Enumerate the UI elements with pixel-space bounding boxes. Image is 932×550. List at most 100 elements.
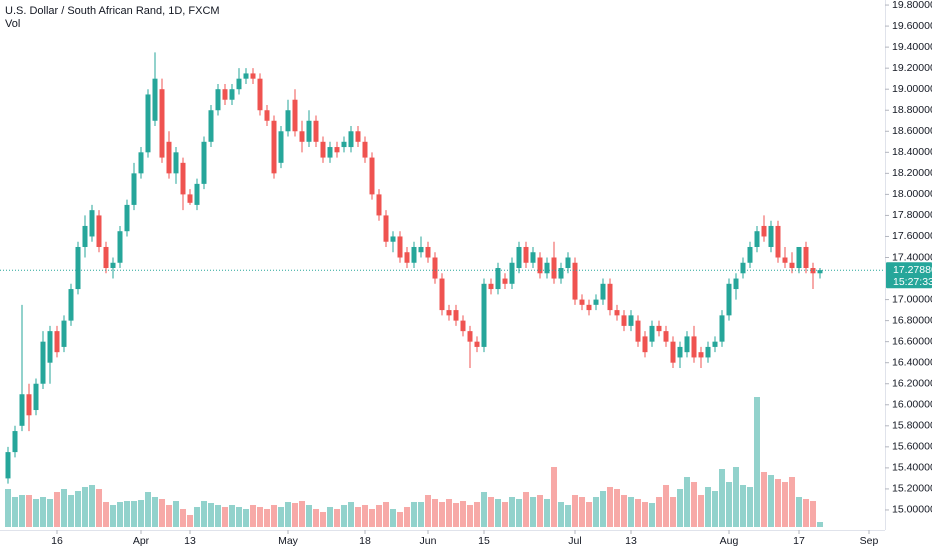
candle-body (537, 257, 543, 274)
candle-body (530, 252, 536, 263)
x-tick-label: 13 (625, 535, 637, 547)
candle-body (733, 278, 739, 290)
candle-body (278, 131, 284, 163)
volume-bar (26, 495, 32, 527)
candle-body (544, 262, 550, 274)
volume-bar (530, 497, 536, 527)
volume-bar (264, 509, 270, 527)
y-tick-label: 17.60000 (892, 230, 932, 242)
volume-bar (327, 507, 333, 527)
candle-body (397, 236, 403, 258)
candle-body (180, 162, 186, 195)
volume-bar (369, 509, 375, 527)
x-tick-label: Apr (133, 535, 150, 547)
y-tick-label: 17.00000 (892, 293, 932, 305)
volume-bar (677, 489, 683, 527)
volume-bar (383, 502, 389, 527)
candle-body (19, 394, 25, 426)
volume-label: Vol (5, 18, 20, 30)
chart-title: U.S. Dollar / South African Rand, 1D, FX… (5, 5, 220, 17)
candle-body (705, 346, 711, 358)
candle-body (173, 152, 179, 174)
candle-body (782, 257, 788, 263)
volume-bar (124, 501, 130, 527)
candle-body (670, 341, 676, 363)
candle-body (446, 310, 452, 316)
candle-body (586, 304, 592, 311)
candle-body (250, 73, 256, 79)
candle-body (817, 270, 823, 274)
candle-body (243, 73, 249, 79)
volume-bar (565, 505, 571, 527)
candle-body (201, 141, 207, 184)
volume-bar (75, 491, 81, 527)
volume-bar (306, 505, 312, 527)
candle-body (481, 283, 487, 347)
volume-bar (103, 502, 109, 527)
candle-body (453, 310, 459, 321)
candle-body (642, 336, 648, 353)
volume-bar (110, 505, 116, 527)
volume-bar (292, 503, 298, 527)
volume-bar (299, 501, 305, 527)
volume-bar (803, 499, 809, 527)
candle-body (572, 262, 578, 300)
volume-bar (82, 487, 88, 527)
volume-bar (670, 497, 676, 527)
last-price-box (886, 262, 932, 289)
candle-body (740, 262, 746, 274)
volume-bar (481, 492, 487, 527)
volume-bar (537, 495, 543, 527)
volume-bar (628, 497, 634, 527)
candle-body (103, 246, 109, 269)
volume-bar (740, 485, 746, 527)
y-tick-label: 18.40000 (892, 146, 932, 158)
candle-body (194, 183, 200, 205)
volume-bar (600, 491, 606, 527)
candle-body (89, 210, 95, 237)
candle-body (439, 278, 445, 311)
y-tick-label: 16.00000 (892, 399, 932, 411)
x-tick-label: 18 (359, 535, 371, 547)
candle-body (677, 346, 683, 358)
volume-bar (341, 505, 347, 527)
x-tick-label: 17 (793, 535, 805, 547)
volume-bar (782, 482, 788, 527)
volume-bar (761, 472, 767, 527)
volume-bar (705, 487, 711, 527)
candle-body (383, 215, 389, 242)
volume-bar (719, 469, 725, 527)
volume-bar (47, 499, 53, 527)
volume-bar (495, 499, 501, 527)
volume-bar (467, 505, 473, 527)
volume-bar (621, 495, 627, 527)
candle-body (761, 225, 767, 237)
candle-body (551, 257, 557, 279)
volume-bar (362, 505, 368, 527)
candle-body (789, 262, 795, 269)
candle-body (138, 152, 144, 174)
candle-body (404, 252, 410, 263)
candle-body (187, 194, 193, 203)
candle-body (376, 194, 382, 216)
y-tick-label: 16.60000 (892, 335, 932, 347)
volume-bar (572, 495, 578, 527)
volume-bar (509, 497, 515, 527)
volume-bar (404, 507, 410, 527)
candle-body (215, 89, 221, 111)
volume-bar (145, 492, 151, 527)
volume-bar (698, 495, 704, 527)
candle-body (75, 246, 81, 290)
candle-body (159, 89, 165, 158)
volume-bar (320, 512, 326, 527)
volume-bar (96, 489, 102, 527)
candle-body (411, 246, 417, 263)
volume-bar (138, 500, 144, 527)
candle-body (614, 310, 620, 316)
candle-body (327, 147, 333, 158)
candle-body (54, 331, 60, 353)
candle-body (313, 120, 319, 142)
volume-bar (796, 497, 802, 527)
y-tick-label: 18.20000 (892, 167, 932, 179)
